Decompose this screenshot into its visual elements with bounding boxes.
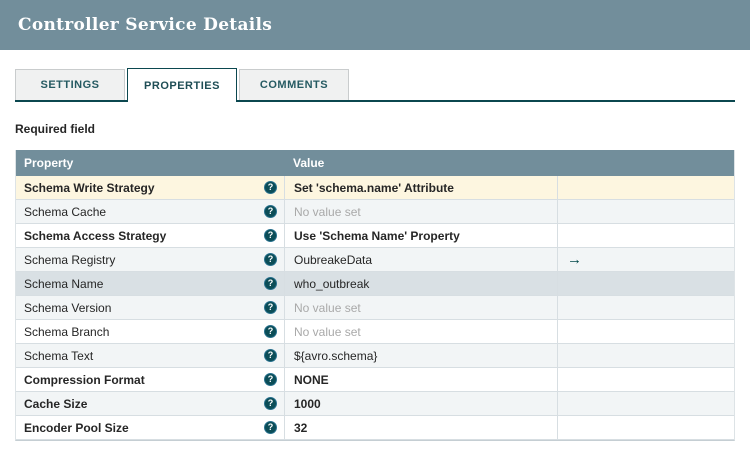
property-cell: Compression Format? [16, 368, 284, 391]
value-cell: who_outbreak [284, 272, 557, 295]
table-row[interactable]: Schema Cache? No value set [16, 200, 734, 224]
property-name: Schema Text [24, 348, 94, 363]
property-name: Schema Write Strategy [24, 180, 155, 195]
property-cell: Schema Write Strategy? [16, 176, 284, 199]
help-icon[interactable]: ? [264, 373, 277, 386]
property-table: Property Value Schema Write Strategy? Set… [15, 150, 735, 441]
value-cell: NONE [284, 368, 557, 391]
value-cell: 1000 [284, 392, 557, 415]
property-name: Schema Name [24, 276, 104, 291]
property-name: Schema Cache [24, 204, 107, 219]
info-cell [557, 296, 734, 319]
info-cell [557, 416, 734, 439]
property-name: Schema Branch [24, 324, 110, 339]
value-cell: No value set [284, 200, 557, 223]
value-cell: OubreakeData [284, 248, 557, 271]
property-cell: Schema Registry? [16, 248, 284, 271]
info-cell [557, 392, 734, 415]
value-cell: 32 [284, 416, 557, 439]
property-cell: Encoder Pool Size? [16, 416, 284, 439]
column-header-value: Value [293, 156, 325, 170]
info-cell: → [557, 248, 734, 271]
property-name: Cache Size [24, 396, 88, 411]
property-table-body: Schema Write Strategy? Set 'schema.name' … [16, 176, 734, 440]
property-name: Schema Version [24, 300, 112, 315]
table-row[interactable]: Schema Registry? OubreakeData → [16, 248, 734, 272]
help-icon[interactable]: ? [264, 301, 277, 314]
help-icon[interactable]: ? [264, 229, 277, 242]
info-cell [557, 368, 734, 391]
table-row[interactable]: Cache Size? 1000 [16, 392, 734, 416]
property-cell: Schema Branch? [16, 320, 284, 343]
help-icon[interactable]: ? [264, 325, 277, 338]
tab-bar: SETTINGS PROPERTIES COMMENTS [15, 68, 735, 102]
info-cell [557, 272, 734, 295]
table-row[interactable]: Encoder Pool Size? 32 [16, 416, 734, 440]
property-cell: Schema Name? [16, 272, 284, 295]
table-row[interactable]: Schema Branch? No value set [16, 320, 734, 344]
property-cell: Cache Size? [16, 392, 284, 415]
table-row[interactable]: Schema Write Strategy? Set 'schema.name' … [16, 176, 734, 200]
table-row[interactable]: Schema Version? No value set [16, 296, 734, 320]
table-row[interactable]: Schema Text? ${avro.schema} [16, 344, 734, 368]
tab-settings[interactable]: SETTINGS [15, 69, 125, 100]
property-name: Schema Registry [24, 252, 116, 267]
help-icon[interactable]: ? [264, 421, 277, 434]
help-icon[interactable]: ? [264, 253, 277, 266]
goto-service-arrow-icon[interactable]: → [567, 251, 582, 268]
table-row[interactable]: Schema Name? who_outbreak [16, 272, 734, 296]
help-icon[interactable]: ? [264, 205, 277, 218]
property-cell: Schema Access Strategy? [16, 224, 284, 247]
value-cell: No value set [284, 296, 557, 319]
tab-properties[interactable]: PROPERTIES [127, 68, 237, 102]
required-field-legend: Required field [15, 122, 96, 136]
help-icon[interactable]: ? [264, 349, 277, 362]
tab-comments[interactable]: COMMENTS [239, 69, 349, 100]
help-icon[interactable]: ? [264, 397, 277, 410]
help-icon[interactable]: ? [264, 277, 277, 290]
value-cell: ${avro.schema} [284, 344, 557, 367]
value-cell: Set 'schema.name' Attribute [284, 176, 557, 199]
info-cell [557, 344, 734, 367]
help-icon[interactable]: ? [264, 181, 277, 194]
property-cell: Schema Text? [16, 344, 284, 367]
info-cell [557, 200, 734, 223]
info-cell [557, 224, 734, 247]
property-name: Compression Format [24, 372, 145, 387]
column-header-property: Property [24, 156, 74, 170]
property-cell: Schema Version? [16, 296, 284, 319]
property-name: Schema Access Strategy [24, 228, 167, 243]
info-cell [557, 176, 734, 199]
property-table-header: Property Value [16, 150, 734, 176]
property-name: Encoder Pool Size [24, 420, 129, 435]
value-cell: No value set [284, 320, 557, 343]
table-row[interactable]: Compression Format? NONE [16, 368, 734, 392]
table-row[interactable]: Schema Access Strategy? Use 'Schema Name'… [16, 224, 734, 248]
dialog-title-bar: Controller Service Details [0, 0, 750, 50]
property-cell: Schema Cache? [16, 200, 284, 223]
page-title: Controller Service Details [18, 15, 273, 35]
info-cell [557, 320, 734, 343]
value-cell: Use 'Schema Name' Property [284, 224, 557, 247]
